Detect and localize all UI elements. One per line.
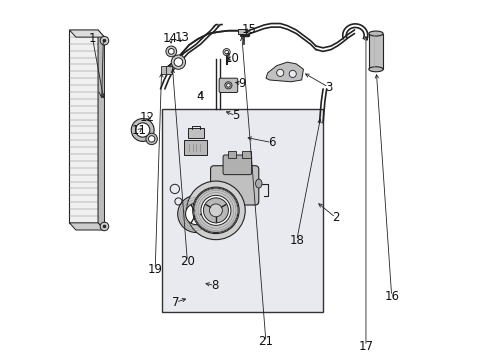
Circle shape (165, 46, 176, 57)
Text: 6: 6 (267, 136, 275, 149)
Circle shape (226, 84, 230, 87)
Circle shape (100, 222, 108, 231)
Circle shape (131, 118, 154, 141)
Circle shape (203, 198, 228, 223)
Circle shape (224, 82, 231, 89)
Circle shape (209, 204, 222, 217)
Circle shape (186, 181, 244, 240)
Circle shape (135, 123, 149, 137)
Text: 19: 19 (147, 263, 163, 276)
Text: 21: 21 (258, 335, 273, 348)
Bar (368, 33, 382, 69)
Polygon shape (265, 62, 303, 82)
Text: 1: 1 (89, 32, 96, 45)
Circle shape (193, 188, 238, 233)
Text: 7: 7 (172, 296, 179, 309)
Text: 5: 5 (231, 109, 239, 122)
Text: 16: 16 (384, 289, 398, 303)
Text: 20: 20 (180, 255, 194, 267)
Bar (166, 66, 172, 73)
Text: 3: 3 (324, 81, 331, 94)
Bar (238, 28, 245, 34)
Text: 15: 15 (241, 23, 256, 36)
FancyBboxPatch shape (223, 155, 251, 175)
Circle shape (168, 49, 174, 54)
FancyBboxPatch shape (184, 140, 206, 155)
Text: 11: 11 (131, 124, 146, 137)
Text: 4: 4 (196, 90, 203, 103)
Text: 8: 8 (210, 279, 218, 292)
Circle shape (224, 50, 228, 54)
Circle shape (100, 36, 108, 45)
Circle shape (171, 55, 185, 69)
Polygon shape (69, 223, 104, 230)
Bar (242, 152, 250, 158)
Circle shape (276, 69, 283, 76)
Text: 12: 12 (140, 111, 155, 124)
Polygon shape (69, 30, 98, 223)
Polygon shape (69, 30, 104, 37)
Circle shape (103, 39, 106, 42)
Circle shape (185, 203, 206, 225)
Text: 13: 13 (174, 31, 189, 44)
Text: 10: 10 (224, 52, 239, 65)
Text: 18: 18 (288, 234, 304, 247)
Circle shape (148, 136, 155, 142)
FancyBboxPatch shape (188, 128, 203, 138)
Bar (227, 152, 236, 158)
Bar (161, 66, 166, 73)
Ellipse shape (368, 31, 382, 36)
Circle shape (201, 195, 230, 225)
Circle shape (288, 70, 296, 77)
FancyBboxPatch shape (210, 166, 258, 205)
Bar (162, 109, 323, 312)
Circle shape (174, 58, 183, 66)
Text: 17: 17 (358, 339, 373, 352)
Text: 2: 2 (331, 211, 339, 224)
Circle shape (192, 187, 239, 234)
Polygon shape (98, 30, 104, 230)
Text: 9: 9 (238, 77, 245, 90)
Circle shape (177, 195, 214, 233)
Ellipse shape (255, 179, 262, 188)
Circle shape (223, 49, 230, 56)
Ellipse shape (368, 67, 382, 72)
Text: 14: 14 (163, 32, 178, 45)
FancyBboxPatch shape (219, 78, 237, 93)
Circle shape (145, 133, 157, 145)
Circle shape (103, 225, 106, 228)
